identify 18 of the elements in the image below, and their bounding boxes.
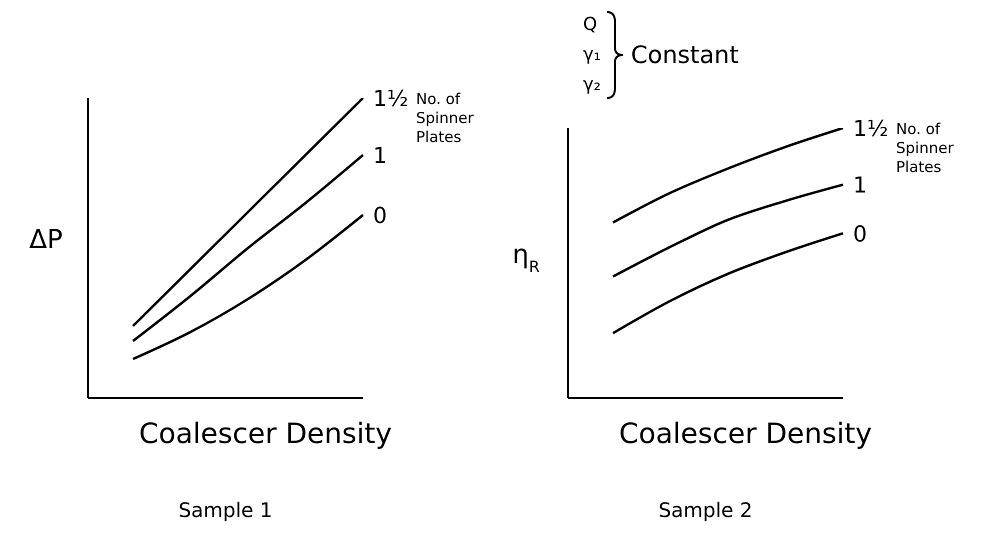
x-axis-title: Coalescer Density	[139, 417, 392, 450]
x-axis-title: Coalescer Density	[619, 417, 872, 450]
text: Constant	[630, 41, 739, 69]
y-axis-title: ΔP	[29, 225, 63, 255]
text: Sample 2	[657, 498, 754, 522]
series-label: 1	[853, 174, 867, 199]
text: γ₁	[583, 43, 601, 67]
y-axis-title: η$_{R}$	[512, 240, 540, 276]
legend-title: No. of Spinner Plates	[416, 90, 475, 147]
series-label: 1½	[853, 117, 888, 142]
text: Sample 1	[177, 498, 274, 522]
text: Q	[583, 13, 598, 37]
series-label: 1	[373, 144, 387, 169]
series-label: 0	[373, 204, 387, 229]
series-label: 0	[853, 222, 867, 248]
series-label: 1½	[373, 87, 408, 112]
legend-title: No. of Spinner Plates	[896, 120, 955, 177]
text: γ₂	[583, 73, 601, 97]
